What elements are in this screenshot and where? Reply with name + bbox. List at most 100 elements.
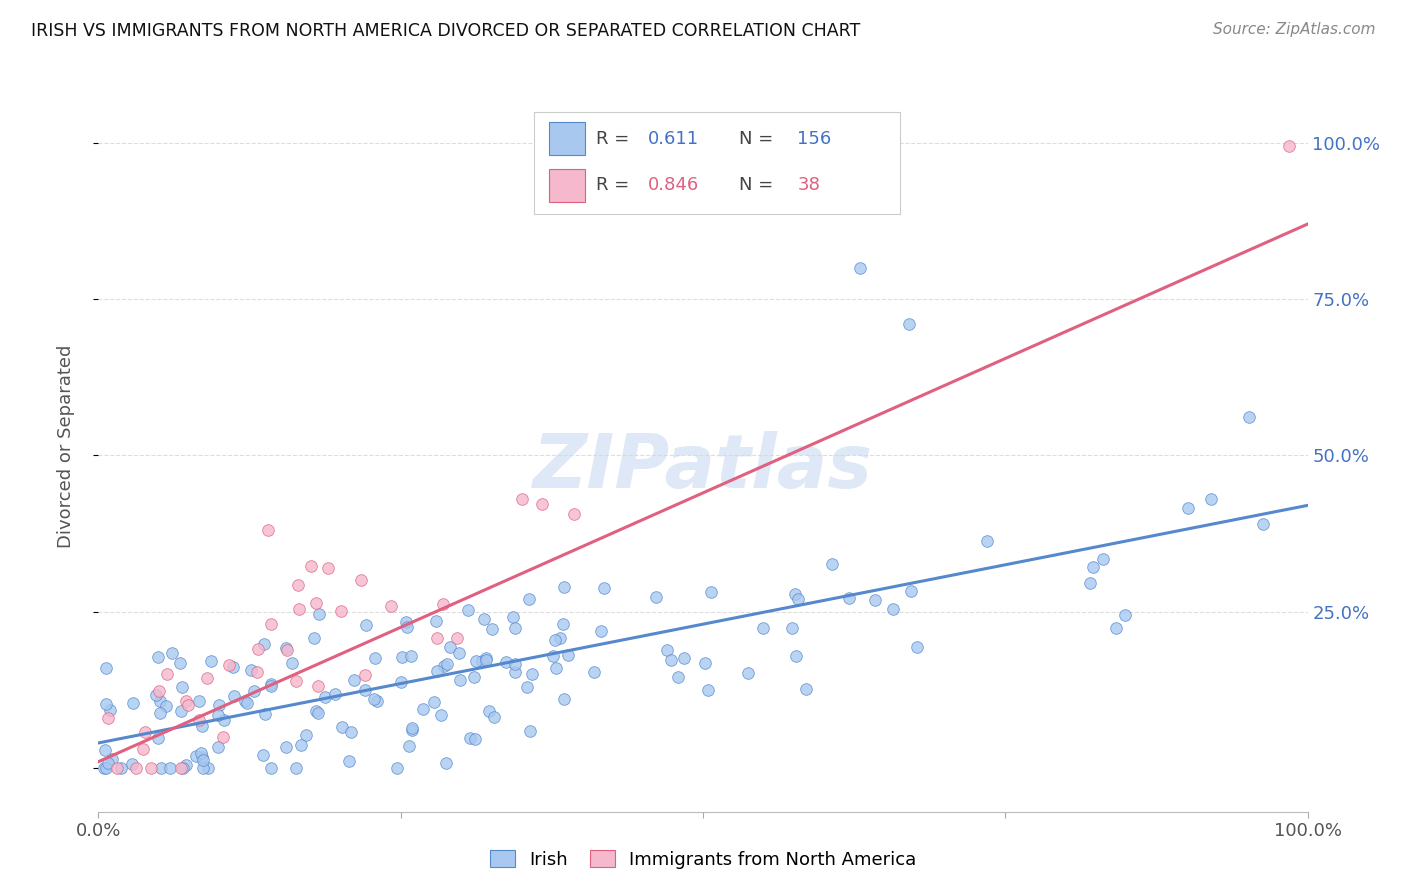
Point xyxy=(121,756,143,771)
Point xyxy=(212,714,235,728)
Point xyxy=(288,602,311,616)
Point xyxy=(391,649,413,664)
Point xyxy=(426,665,449,679)
Point xyxy=(276,643,298,657)
Point xyxy=(510,492,533,507)
Point xyxy=(149,694,172,708)
Point xyxy=(475,653,498,667)
Point xyxy=(260,616,283,631)
Point xyxy=(246,665,269,679)
Text: 156: 156 xyxy=(797,129,832,148)
Point xyxy=(865,593,887,607)
Point xyxy=(399,649,422,664)
Point xyxy=(1114,608,1136,623)
Point xyxy=(551,617,574,632)
Point xyxy=(100,703,122,717)
Point xyxy=(146,731,169,745)
Point xyxy=(395,620,418,634)
Point xyxy=(222,659,245,673)
Point xyxy=(316,561,339,575)
Point xyxy=(208,698,231,712)
Point xyxy=(699,585,721,599)
Point xyxy=(366,694,388,708)
Point xyxy=(148,649,170,664)
Text: N =: N = xyxy=(740,176,773,194)
Point xyxy=(246,642,269,657)
Point xyxy=(353,668,375,682)
Point xyxy=(134,724,156,739)
Point xyxy=(446,631,468,645)
Point xyxy=(380,599,402,613)
Point xyxy=(323,687,346,701)
Point xyxy=(307,706,329,720)
Point xyxy=(401,723,423,738)
Point xyxy=(516,680,538,694)
Point xyxy=(463,671,485,685)
Point xyxy=(794,682,817,697)
Point xyxy=(302,632,325,646)
Text: 38: 38 xyxy=(797,176,820,194)
Point xyxy=(1199,492,1222,507)
Point xyxy=(696,682,718,697)
Point xyxy=(737,665,759,680)
Point xyxy=(190,719,212,733)
Point xyxy=(170,761,193,775)
Point xyxy=(96,697,118,711)
Point xyxy=(780,621,803,635)
Point xyxy=(305,704,328,718)
Point xyxy=(184,749,207,764)
Point xyxy=(94,743,117,757)
Point xyxy=(785,586,807,600)
Point xyxy=(900,583,922,598)
Point xyxy=(174,694,197,708)
Point xyxy=(464,732,486,747)
Point xyxy=(285,761,308,775)
Point xyxy=(457,603,479,617)
Point xyxy=(785,649,807,664)
Point xyxy=(821,557,844,571)
Point xyxy=(520,667,543,681)
Point xyxy=(224,690,246,704)
Point xyxy=(150,761,173,775)
Point xyxy=(330,720,353,734)
Point xyxy=(693,656,716,670)
Point xyxy=(207,708,229,723)
Point xyxy=(426,631,449,645)
Point xyxy=(447,647,470,661)
Point xyxy=(502,609,524,624)
Point xyxy=(131,741,153,756)
Bar xyxy=(548,169,585,202)
Point xyxy=(449,673,471,687)
Point xyxy=(436,657,458,671)
Point xyxy=(330,604,353,618)
Point xyxy=(110,761,132,775)
Point xyxy=(564,507,586,521)
Point xyxy=(188,693,211,707)
Point xyxy=(145,688,167,702)
Point xyxy=(557,648,579,662)
Point xyxy=(517,592,540,607)
Text: IRISH VS IMMIGRANTS FROM NORTH AMERICA DIVORCED OR SEPARATED CORRELATION CHART: IRISH VS IMMIGRANTS FROM NORTH AMERICA D… xyxy=(31,22,860,40)
Point xyxy=(290,738,312,752)
Point xyxy=(97,756,120,771)
Point xyxy=(149,706,172,721)
Point xyxy=(236,696,259,710)
Point xyxy=(94,661,117,675)
Point xyxy=(481,623,503,637)
Point xyxy=(1278,139,1301,153)
Point xyxy=(673,650,696,665)
Point xyxy=(433,658,456,673)
Point xyxy=(583,665,606,679)
Point xyxy=(190,749,212,764)
Text: R =: R = xyxy=(596,129,630,148)
Point xyxy=(519,724,541,739)
Point xyxy=(94,761,117,775)
Point xyxy=(544,633,567,648)
Bar xyxy=(548,122,585,154)
Point xyxy=(176,758,198,772)
Point xyxy=(1105,621,1128,635)
Point xyxy=(252,748,274,763)
Point xyxy=(343,673,366,687)
Point xyxy=(287,578,309,592)
Point xyxy=(787,592,810,607)
